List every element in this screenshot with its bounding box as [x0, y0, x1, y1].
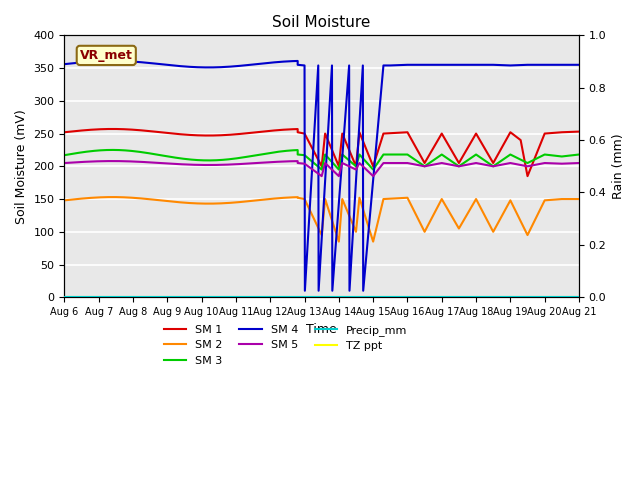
X-axis label: Time: Time	[307, 323, 337, 336]
Text: VR_met: VR_met	[80, 49, 132, 62]
Y-axis label: Rain (mm): Rain (mm)	[612, 133, 625, 199]
Legend: SM 1, SM 2, SM 3, SM 4, SM 5, Precip_mm, TZ ppt: SM 1, SM 2, SM 3, SM 4, SM 5, Precip_mm,…	[160, 320, 412, 370]
Title: Soil Moisture: Soil Moisture	[273, 15, 371, 30]
Y-axis label: Soil Moisture (mV): Soil Moisture (mV)	[15, 109, 28, 224]
